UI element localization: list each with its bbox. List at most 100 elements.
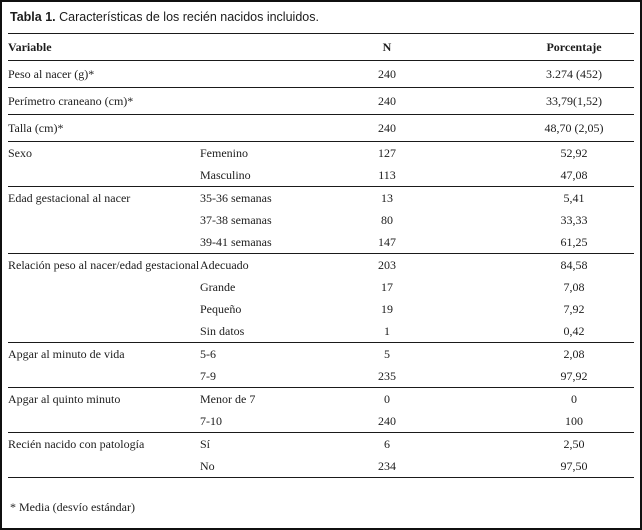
cell-spacer — [449, 164, 514, 187]
cell-subcategory: 5-6 — [200, 346, 216, 361]
table-caption: Tabla 1. Características de los recién n… — [8, 2, 634, 34]
variable-group: Talla (cm)* 240 48,70 (2,05) — [8, 115, 634, 142]
cell-porcentaje: 33,33 — [560, 212, 588, 227]
table-row: 37-38 semanas 80 33,33 — [8, 209, 634, 231]
cell-variable — [8, 410, 200, 433]
cell-n: 147 — [378, 234, 396, 249]
cell-variable — [8, 365, 200, 388]
variable-group: Perímetro craneano (cm)* 240 33,79(1,52) — [8, 88, 634, 115]
variable-group: Relación peso al nacer/edad gestacional A… — [8, 254, 634, 343]
cell-spacer — [449, 455, 514, 478]
cell-subcategory: Menor de 7 — [200, 391, 256, 406]
cell-subcategory: 35-36 semanas — [200, 190, 272, 205]
cell-n: 240 — [378, 66, 396, 81]
table-footnote: * Media (desvío estándar) — [10, 500, 135, 514]
table-row: 7-10 240 100 — [8, 410, 634, 433]
cell-n: 127 — [378, 145, 396, 160]
cell-n: 17 — [381, 279, 393, 294]
cell-spacer — [449, 88, 514, 115]
cell-spacer — [449, 365, 514, 388]
cell-variable: Relación peso al nacer/edad gestacional — [8, 257, 200, 272]
cell-subcategory: 7-10 — [200, 413, 222, 428]
cell-n: 80 — [381, 212, 393, 227]
cell-spacer — [449, 276, 514, 298]
cell-porcentaje: 84,58 — [560, 257, 588, 272]
cell-variable — [8, 276, 200, 298]
cell-spacer — [449, 433, 514, 456]
cell-subcategory: Femenino — [200, 145, 248, 160]
cell-subcategory: Pequeño — [200, 301, 242, 316]
cell-subcategory: Sin datos — [200, 323, 245, 338]
table-row: Pequeño 19 7,92 — [8, 298, 634, 320]
cell-n: 13 — [381, 190, 393, 205]
cell-porcentaje: 100 — [565, 413, 583, 428]
cell-n: 0 — [384, 391, 390, 406]
cell-spacer — [449, 298, 514, 320]
table-row: Grande 17 7,08 — [8, 276, 634, 298]
variable-group: Apgar al minuto de vida 5-6 5 2,08 7-9 235 97,… — [8, 343, 634, 388]
table-caption-label: Tabla 1. — [10, 10, 56, 24]
cell-n: 234 — [378, 458, 396, 473]
cell-n: 240 — [378, 413, 396, 428]
cell-n: 113 — [378, 167, 396, 182]
cell-porcentaje: 97,50 — [560, 458, 588, 473]
table-row: 39-41 semanas 147 61,25 — [8, 231, 634, 254]
table-row: Peso al nacer (g)* 240 3.274 (452) — [8, 61, 634, 88]
cell-subcategory: 7-9 — [200, 368, 216, 383]
cell-spacer — [449, 231, 514, 254]
cell-variable: Edad gestacional al nacer — [8, 190, 131, 205]
header-variable: Variable — [8, 34, 200, 61]
cell-subcategory — [200, 115, 325, 142]
cell-n: 203 — [378, 257, 396, 272]
table-row: Relación peso al nacer/edad gestacional A… — [8, 254, 634, 277]
cell-variable: Peso al nacer (g)* — [8, 66, 95, 81]
table-row: Apgar al quinto minuto Menor de 7 0 0 — [8, 388, 634, 411]
cell-variable — [8, 298, 200, 320]
header-empty — [200, 34, 325, 61]
table-row: Talla (cm)* 240 48,70 (2,05) — [8, 115, 634, 142]
table-row: No 234 97,50 — [8, 455, 634, 478]
cell-n: 235 — [378, 368, 396, 383]
cell-spacer — [449, 388, 514, 411]
cell-subcategory: Masculino — [200, 167, 251, 182]
cell-spacer — [449, 410, 514, 433]
cell-variable: Sexo — [8, 145, 32, 160]
header-n: N — [325, 34, 449, 61]
variable-group: Edad gestacional al nacer 35-36 semanas 13… — [8, 187, 634, 254]
cell-spacer — [449, 187, 514, 210]
characteristics-table: Variable N Porcentaje Peso al nacer (g)*… — [8, 34, 634, 478]
cell-variable — [8, 320, 200, 343]
cell-subcategory — [200, 88, 325, 115]
cell-subcategory: 37-38 semanas — [200, 212, 272, 227]
table-row: Perímetro craneano (cm)* 240 33,79(1,52) — [8, 88, 634, 115]
cell-porcentaje: 2,50 — [563, 436, 585, 451]
cell-porcentaje: 48,70 (2,05) — [544, 120, 604, 135]
cell-porcentaje: 33,79(1,52) — [546, 93, 602, 108]
cell-spacer — [449, 61, 514, 88]
cell-n: 6 — [384, 436, 390, 451]
cell-porcentaje: 47,08 — [560, 167, 588, 182]
cell-porcentaje: 97,92 — [560, 368, 588, 383]
cell-spacer — [449, 343, 514, 366]
cell-subcategory: No — [200, 458, 215, 473]
variable-group: Recién nacido con patología Sí 6 2,50 No 234 9… — [8, 433, 634, 478]
cell-porcentaje: 5,41 — [563, 190, 585, 205]
cell-variable — [8, 164, 200, 187]
cell-spacer — [449, 254, 514, 277]
cell-porcentaje: 0,42 — [563, 323, 585, 338]
header-spacer — [449, 34, 514, 61]
cell-variable: Apgar al quinto minuto — [8, 391, 121, 406]
cell-porcentaje: 0 — [571, 391, 577, 406]
cell-subcategory: Grande — [200, 279, 236, 294]
cell-variable: Perímetro craneano (cm)* — [8, 93, 134, 108]
table-row: Sexo Femenino 127 52,92 — [8, 142, 634, 165]
cell-subcategory: 39-41 semanas — [200, 234, 272, 249]
cell-n: 1 — [384, 323, 390, 338]
cell-porcentaje: 3.274 (452) — [546, 66, 602, 81]
cell-variable: Recién nacido con patología — [8, 436, 145, 451]
cell-n: 19 — [381, 301, 393, 316]
cell-variable: Talla (cm)* — [8, 120, 64, 135]
cell-variable — [8, 209, 200, 231]
cell-n: 240 — [378, 120, 396, 135]
cell-n: 5 — [384, 346, 390, 361]
